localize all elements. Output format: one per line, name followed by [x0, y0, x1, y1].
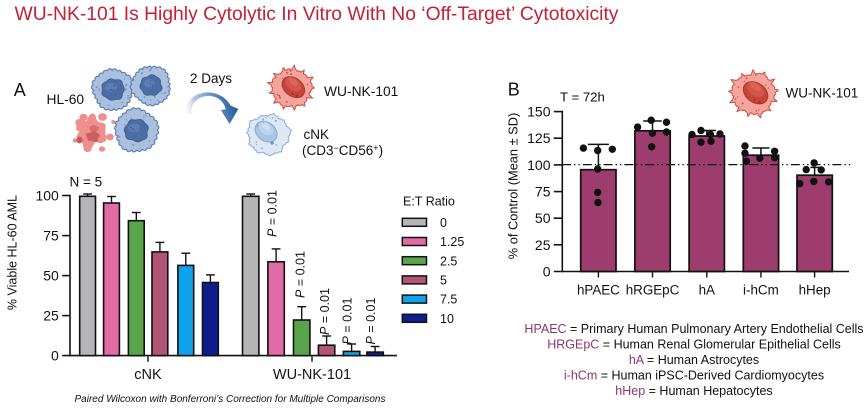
svg-text:HRGEpC = Human Renal Glomerula: HRGEpC = Human Renal Glomerular Epitheli…: [547, 337, 841, 351]
svg-text:0: 0: [51, 348, 59, 364]
svg-text:150: 150: [527, 104, 551, 120]
svg-text:HL-60: HL-60: [47, 92, 85, 107]
svg-text:P = 0.01: P = 0.01: [341, 298, 355, 345]
svg-text:100: 100: [527, 157, 551, 173]
svg-text:cNK: cNK: [304, 127, 330, 142]
svg-text:1.25: 1.25: [440, 235, 464, 249]
svg-text:hHep = Human Hepatocytes: hHep = Human Hepatocytes: [615, 384, 772, 398]
svg-text:i-hCm = Human iPSC-Derived Car: i-hCm = Human iPSC-Derived Cardiomyocyte…: [564, 369, 824, 383]
svg-text:% Viable HL-60 AML: % Viable HL-60 AML: [6, 195, 20, 310]
svg-text:P = 0.01: P = 0.01: [318, 288, 332, 335]
svg-text:125: 125: [527, 130, 551, 146]
svg-text:N = 5: N = 5: [70, 175, 103, 190]
svg-text:75: 75: [43, 228, 59, 244]
svg-text:50: 50: [43, 268, 59, 284]
svg-text:75: 75: [535, 184, 551, 200]
svg-text:cNK: cNK: [134, 367, 162, 383]
svg-text:Paired Wilcoxon with Bonferron: Paired Wilcoxon with Bonferroni’s Correc…: [75, 394, 386, 405]
svg-text:WU-NK-101: WU-NK-101: [786, 86, 859, 101]
svg-text:2.5: 2.5: [440, 254, 457, 268]
svg-text:hA = Human Astrocytes: hA = Human Astrocytes: [629, 353, 759, 367]
svg-text:WU-NK-101: WU-NK-101: [273, 367, 351, 383]
svg-text:5: 5: [440, 274, 447, 288]
svg-text:25: 25: [43, 308, 59, 324]
svg-text:P = 0.01: P = 0.01: [266, 190, 280, 237]
svg-text:WU-NK-101 Is Highly Cytolytic: WU-NK-101 Is Highly Cytolytic In Vitro W…: [15, 4, 619, 25]
svg-text:P = 0.01: P = 0.01: [294, 251, 308, 298]
svg-text:P = 0.01: P = 0.01: [364, 298, 378, 345]
svg-text:(CD3−CD56+): (CD3−CD56+): [302, 143, 383, 158]
svg-text:B: B: [508, 80, 520, 100]
svg-text:% of Control (Mean ± SD): % of Control (Mean ± SD): [506, 113, 521, 259]
svg-text:0: 0: [543, 263, 551, 279]
svg-text:A: A: [14, 80, 26, 100]
svg-text:HPAEC = Primary Human Pulmonar: HPAEC = Primary Human Pulmonary Artery E…: [524, 322, 863, 336]
svg-text:hHep: hHep: [799, 283, 831, 298]
svg-text:hPAEC: hPAEC: [577, 283, 620, 298]
svg-text:7.5: 7.5: [440, 293, 457, 307]
svg-text:E:T Ratio: E:T Ratio: [403, 195, 455, 209]
svg-text:hRGEpC: hRGEpC: [626, 283, 680, 298]
svg-text:25: 25: [535, 237, 551, 253]
svg-text:50: 50: [535, 210, 551, 226]
svg-text:100: 100: [35, 187, 59, 203]
svg-text:i-hCm: i-hCm: [743, 283, 779, 298]
svg-text:2 Days: 2 Days: [190, 71, 232, 86]
svg-text:hA: hA: [699, 283, 715, 298]
svg-text:10: 10: [440, 312, 454, 326]
svg-text:T = 72h: T = 72h: [560, 89, 605, 104]
svg-text:0: 0: [440, 216, 447, 230]
svg-text:WU-NK-101: WU-NK-101: [324, 84, 398, 99]
